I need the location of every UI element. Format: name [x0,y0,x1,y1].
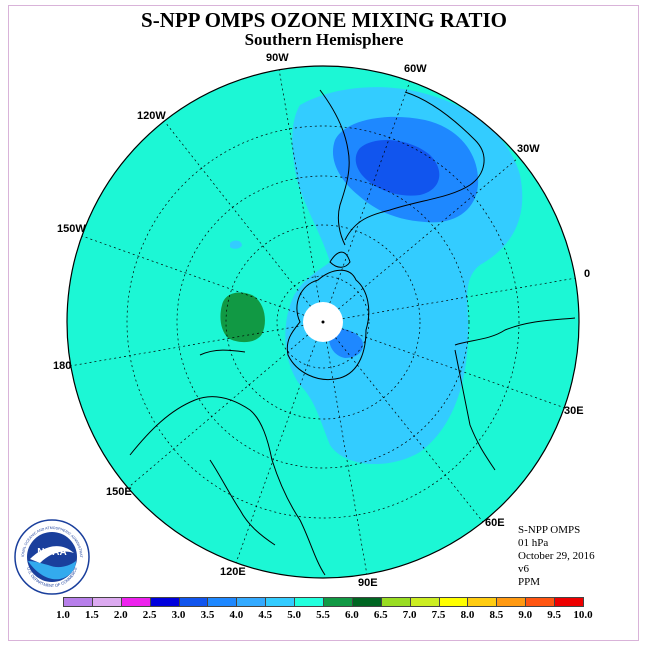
lon-150e: 150E [106,486,132,498]
colorbar-segment [496,597,527,607]
coastlines [129,89,576,576]
lon-0: 0 [584,268,591,280]
colorbar-label: 7.0 [402,609,417,621]
map-outline [66,65,580,579]
colorbar-label: 4.5 [258,609,273,621]
colorbar-label: 4.0 [229,609,244,621]
south-pole-marker [321,320,325,324]
logo-text: NOAA [37,547,66,558]
info-date: October 29, 2016 [518,550,595,562]
product-info: S-NPP OMPS 01 hPa October 29, 2016 v6 PP… [518,524,595,589]
colorbar-label: 5.5 [316,609,330,621]
map-subtitle: Southern Hemisphere [244,30,404,49]
colorbar-segment [525,597,556,607]
colorbar-label: 9.0 [518,609,533,621]
colorbar-label: 3.0 [171,609,186,621]
colorbar-label: 6.5 [373,609,388,621]
info-units: PPM [518,576,541,588]
colorbar-segment [438,597,469,607]
colorbar-segment [380,597,411,607]
colorbar-segment [91,597,122,607]
lon-90e: 90E [358,577,378,589]
meridian-lines [69,68,577,576]
colorbar-label: 9.5 [547,609,561,621]
colorbar-segment [149,597,180,607]
lon-30w: 30W [517,143,540,155]
colorbar-label: 2.5 [142,609,157,621]
colorbar-segment [207,597,238,607]
colorbar-segment [467,597,498,607]
colorbar-segment [323,597,353,607]
colorbar-label: 3.5 [200,609,215,621]
colorbar-segment [178,597,209,607]
colorbar-segment [294,597,325,607]
colorbar-label: 10.0 [573,609,593,621]
colorbar-label: 6.0 [345,609,359,621]
colorbar-segment [63,597,93,607]
colorbar-labels: 1.0 1.5 2.0 2.5 3.0 3.5 4.0 4.5 5.0 5.5 6.0 6.5 7.0 7… [52,609,597,623]
info-instrument: S-NPP OMPS [518,524,581,536]
colorbar-segment [120,597,151,607]
info-level: 01 hPa [518,537,549,549]
map-title: S-NPP OMPS OZONE MIXING RATIO [141,8,507,32]
lon-60w: 60W [404,63,427,75]
noaa-logo: NOAA NATIONAL OCEANIC AND ATMOSPHERIC AD… [14,519,90,595]
contour-5-5 [220,292,265,343]
colorbar-label: 2.0 [113,609,128,621]
colorbar-segment [554,597,585,607]
lon-150w: 150W [57,223,86,235]
lon-90w: 90W [266,52,289,64]
lon-30e: 30E [564,405,584,417]
colorbar-label: 1.5 [85,609,99,621]
colorbar-label: 8.5 [489,609,504,621]
colorbar [63,597,585,607]
colorbar-label: 7.5 [431,609,446,621]
contour-3-5-pole [328,328,364,358]
lon-60e: 60E [485,517,505,529]
colorbar-segment [409,597,440,607]
colorbar-segment [351,597,382,607]
lon-120w: 120W [137,110,166,122]
figure-frame [8,5,639,641]
colorbar-segment [265,597,296,607]
info-version: v6 [518,563,529,575]
contour-3-0 [355,139,440,196]
lon-180: 180 [53,360,72,372]
lon-120e: 120E [220,566,246,578]
colorbar-label: 8.0 [460,609,475,621]
colorbar-segment [236,597,267,607]
colorbar-label: 5.0 [287,609,301,621]
contour-4-0-small [230,240,242,249]
colorbar-label: 1.0 [56,609,70,621]
